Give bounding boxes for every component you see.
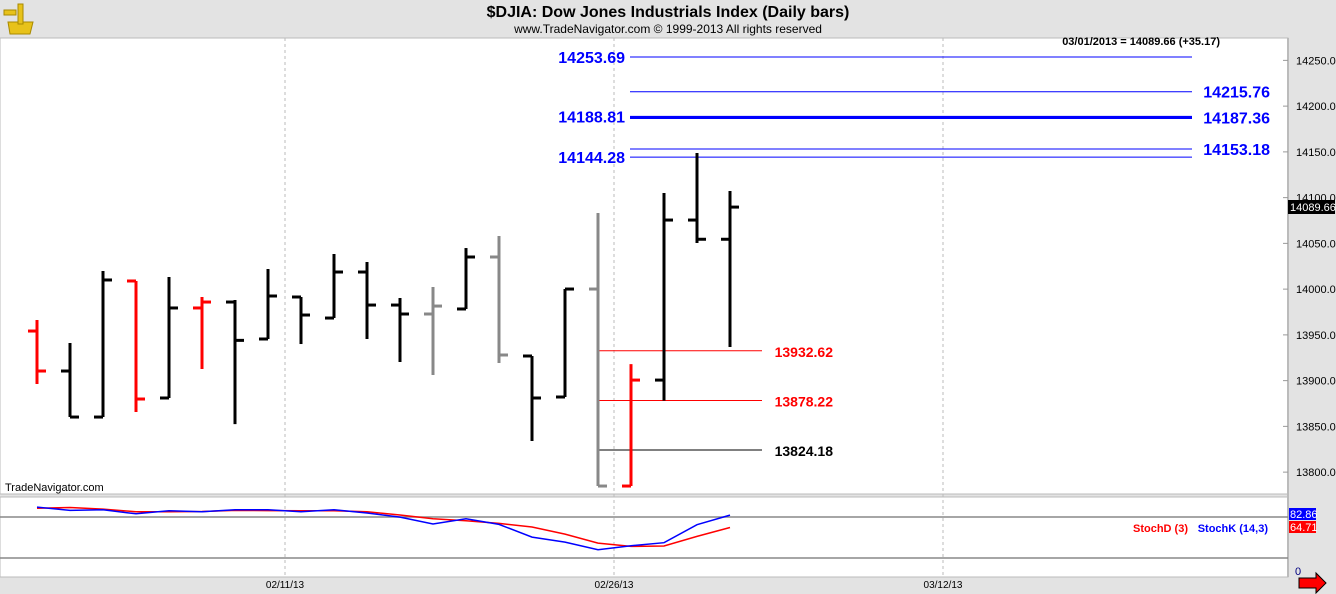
ohlc-bar bbox=[325, 253, 343, 320]
stoch-zero-label: 0 bbox=[1295, 566, 1301, 578]
level-label: 14144.28 bbox=[558, 150, 625, 167]
stoch-line-k bbox=[36, 506, 731, 551]
x-tick-label: 02/11/13 bbox=[266, 580, 305, 591]
level-label: 14188.81 bbox=[558, 109, 625, 126]
ohlc-bar bbox=[589, 212, 607, 488]
ohlc-bar bbox=[391, 298, 409, 363]
y-tick-label: 13850.0 bbox=[1296, 421, 1336, 433]
y-tick-label: 14050.0 bbox=[1296, 238, 1336, 250]
ohlc-bar bbox=[127, 279, 145, 413]
ohlc-bar bbox=[160, 277, 178, 400]
stoch-panel bbox=[0, 496, 1289, 578]
y-tick-label: 14000.0 bbox=[1296, 284, 1336, 296]
ohlc-bar bbox=[193, 296, 211, 370]
ohlc-bar bbox=[358, 262, 376, 339]
ohlc-bar bbox=[523, 354, 541, 442]
y-tick-label: 13800.0 bbox=[1296, 467, 1336, 479]
chart-title: $DJIA: Dow Jones Industrials Index (Dail… bbox=[487, 4, 850, 21]
legend-stochk: StochK (14,3) bbox=[1198, 523, 1269, 535]
last-price-label: 14089.66 bbox=[1290, 202, 1336, 214]
ohlc-bar bbox=[688, 152, 706, 244]
ohlc-bar bbox=[622, 364, 640, 488]
ohlc-bar bbox=[490, 236, 508, 364]
x-tick-label: 02/26/13 bbox=[595, 580, 634, 591]
legend-stochd: StochD (3) bbox=[1133, 523, 1188, 535]
right-arrow-icon[interactable] bbox=[1298, 571, 1327, 594]
stochd-value: 64.71 bbox=[1290, 522, 1318, 534]
ohlc-bar bbox=[226, 300, 244, 425]
ohlc-bar bbox=[457, 248, 475, 311]
stochk-value-marker bbox=[1289, 508, 1316, 520]
stochd-value-marker bbox=[1289, 521, 1316, 533]
chart-subtitle: www.TradeNavigator.com © 1999-2013 All r… bbox=[513, 22, 822, 36]
level-label: 14153.18 bbox=[1203, 142, 1270, 159]
level-label: 13824.18 bbox=[775, 443, 834, 459]
last-price-marker bbox=[1288, 200, 1335, 214]
level-label: 14253.69 bbox=[558, 50, 625, 67]
y-tick-label: 14250.0 bbox=[1296, 55, 1336, 67]
level-label: 14187.36 bbox=[1203, 111, 1270, 128]
x-tick-label: 03/12/13 bbox=[924, 580, 963, 591]
level-label: 13878.22 bbox=[775, 394, 834, 410]
price-panel bbox=[0, 37, 1289, 495]
y-tick-label: 13900.0 bbox=[1296, 376, 1336, 388]
watermark: TradeNavigator.com bbox=[5, 482, 104, 494]
ohlc-bar bbox=[94, 271, 112, 419]
level-label: 14215.76 bbox=[1203, 85, 1270, 102]
ohlc-bar bbox=[424, 287, 442, 376]
ohlc-bar bbox=[721, 191, 739, 348]
y-tick-label: 13950.0 bbox=[1296, 330, 1336, 342]
ohlc-bar bbox=[292, 295, 310, 345]
price-readout: 03/01/2013 = 14089.66 (+35.17) bbox=[1062, 36, 1220, 48]
ohlc-bar bbox=[28, 320, 46, 385]
sextant-logo-icon bbox=[3, 3, 34, 35]
y-tick-label: 14200.0 bbox=[1296, 101, 1336, 113]
y-tick-label: 14150.0 bbox=[1296, 147, 1336, 159]
level-label: 13932.62 bbox=[775, 344, 834, 360]
ohlc-bar bbox=[61, 343, 79, 419]
ohlc-bar bbox=[259, 268, 277, 341]
stochk-value: 82.86 bbox=[1290, 509, 1318, 521]
ohlc-bar bbox=[556, 287, 574, 399]
ohlc-bar bbox=[655, 193, 673, 401]
